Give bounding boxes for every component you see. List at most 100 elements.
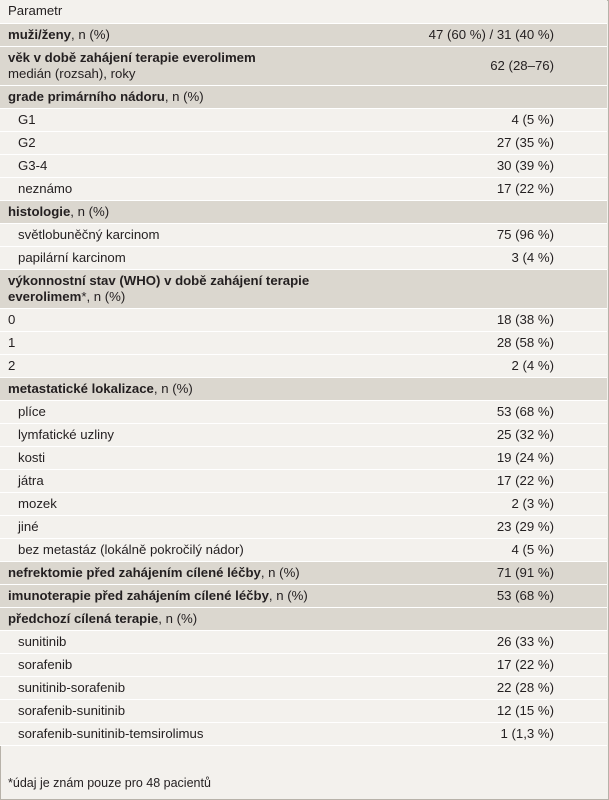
- row-value: 19 (24 %): [400, 446, 608, 470]
- row-label-bold-2: everolimem: [8, 288, 82, 304]
- row-label: předchozí cílená terapie, n (%): [0, 607, 400, 631]
- row-label-text: bez metastáz (lokálně pokročilý nádor): [18, 541, 244, 557]
- row-value: 25 (32 %): [400, 423, 608, 447]
- row-label-unit: , n (%): [164, 88, 204, 104]
- row-value: 1 (1,3 %): [400, 722, 608, 746]
- row-value: 4 (5 %): [400, 538, 608, 562]
- row-label-text: játra: [18, 472, 44, 488]
- table-row: játra 17 (22 %): [0, 469, 608, 493]
- table-row: kosti 19 (24 %): [0, 446, 608, 470]
- row-label-line2: medián (rozsah), roky: [8, 65, 136, 81]
- row-label: nefrektomie před zahájením cílené léčby,…: [0, 561, 400, 585]
- row-value: 53 (68 %): [400, 584, 608, 608]
- row-label: kosti: [0, 446, 400, 470]
- row-label: výkonnostní stav (WHO) v době zahájení t…: [0, 269, 400, 309]
- table-row: G3-4 30 (39 %): [0, 154, 608, 178]
- row-label: metastatické lokalizace, n (%): [0, 377, 400, 401]
- row-value: [400, 200, 608, 224]
- table-row: jiné 23 (29 %): [0, 515, 608, 539]
- row-label: bez metastáz (lokálně pokročilý nádor): [0, 538, 400, 562]
- row-value: [400, 377, 608, 401]
- row-label-unit: , n (%): [153, 380, 193, 396]
- section-row: metastatické lokalizace, n (%): [0, 377, 608, 401]
- row-label: G3-4: [0, 154, 400, 178]
- row-label-text: plíce: [18, 403, 46, 419]
- table-row: bez metastáz (lokálně pokročilý nádor) 4 …: [0, 538, 608, 562]
- row-value: 28 (58 %): [400, 331, 608, 355]
- table-row: sorafenib 17 (22 %): [0, 653, 608, 677]
- section-row: předchozí cílená terapie, n (%): [0, 607, 608, 631]
- table-row: lymfatické uzliny 25 (32 %): [0, 423, 608, 447]
- header-cell: Parametr: [0, 0, 608, 24]
- row-label-text: sorafenib: [18, 656, 73, 672]
- row-label-bold: výkonnostní stav (WHO) v době zahájení t…: [8, 272, 310, 288]
- row-label-text: G1: [18, 111, 36, 127]
- row-label-unit: *, n (%): [81, 288, 126, 304]
- row-value: 12 (15 %): [400, 699, 608, 723]
- section-row: grade primárního nádoru, n (%): [0, 85, 608, 109]
- footnote: *údaj je znám pouze pro 48 pacientů: [8, 776, 211, 790]
- row-label: neznámo: [0, 177, 400, 201]
- row-label: lymfatické uzliny: [0, 423, 400, 447]
- row-value: 2 (3 %): [400, 492, 608, 516]
- row-label-unit: , n (%): [260, 564, 300, 580]
- patient-characteristics-table: Parametr muži/ženy, n (%) 47 (60 %) / 31 (…: [0, 0, 608, 746]
- row-label-text: lymfatické uzliny: [18, 426, 115, 442]
- row-value: [400, 85, 608, 109]
- table-row: G2 27 (35 %): [0, 131, 608, 155]
- section-row: nefrektomie před zahájením cílené léčby,…: [0, 561, 608, 585]
- row-label-text: kosti: [18, 449, 46, 465]
- row-value: 4 (5 %): [400, 108, 608, 132]
- row-label: sorafenib-sunitinib-temsirolimus: [0, 722, 400, 746]
- row-value: 17 (22 %): [400, 177, 608, 201]
- row-value: 27 (35 %): [400, 131, 608, 155]
- row-value: 30 (39 %): [400, 154, 608, 178]
- row-label-text: papilární karcinom: [18, 249, 126, 265]
- section-row: věk v době zahájení terapie everolimem me…: [0, 46, 608, 86]
- row-value: 75 (96 %): [400, 223, 608, 247]
- table-row: papilární karcinom 3 (4 %): [0, 246, 608, 270]
- row-label-unit: , n (%): [71, 26, 110, 42]
- table-row: světlobuněčný karcinom 75 (96 %): [0, 223, 608, 247]
- row-value: 47 (60 %) / 31 (40 %): [400, 23, 608, 47]
- table-row: 0 18 (38 %): [0, 308, 608, 332]
- row-label: G1: [0, 108, 400, 132]
- row-label: sorafenib-sunitinib: [0, 699, 400, 723]
- row-label: 2: [0, 354, 400, 378]
- row-value: 26 (33 %): [400, 630, 608, 654]
- row-value: 71 (91 %): [400, 561, 608, 585]
- section-row: histologie, n (%): [0, 200, 608, 224]
- row-label-text: 2: [8, 357, 16, 373]
- row-label: grade primárního nádoru, n (%): [0, 85, 400, 109]
- row-label-text: mozek: [18, 495, 57, 511]
- row-label: plíce: [0, 400, 400, 424]
- row-label: játra: [0, 469, 400, 493]
- row-label: sorafenib: [0, 653, 400, 677]
- table-row: 1 28 (58 %): [0, 331, 608, 355]
- row-label-text: sunitinib-sorafenib: [18, 679, 126, 695]
- row-label-text: jiné: [18, 518, 39, 534]
- row-label: imunoterapie před zahájením cílené léčby…: [0, 584, 400, 608]
- row-label: sunitinib: [0, 630, 400, 654]
- table-row: mozek 2 (3 %): [0, 492, 608, 516]
- row-label-bold: imunoterapie před zahájením cílené léčby: [8, 587, 269, 603]
- row-label: G2: [0, 131, 400, 155]
- row-label: světlobuněčný karcinom: [0, 223, 400, 247]
- table-row: sorafenib-sunitinib-temsirolimus 1 (1,3 %…: [0, 722, 608, 746]
- row-label-bold: věk v době zahájení terapie everolimem: [8, 49, 256, 65]
- row-label-bold: nefrektomie před zahájením cílené léčby: [8, 564, 261, 580]
- table-row: neznámo 17 (22 %): [0, 177, 608, 201]
- row-label-text: neznámo: [18, 180, 73, 196]
- table-row: plíce 53 (68 %): [0, 400, 608, 424]
- row-label: mozek: [0, 492, 400, 516]
- row-value: 22 (28 %): [400, 676, 608, 700]
- row-value: 17 (22 %): [400, 653, 608, 677]
- row-label-text: 0: [8, 311, 16, 327]
- row-value: 3 (4 %): [400, 246, 608, 270]
- row-label-bold: předchozí cílená terapie: [8, 610, 159, 626]
- row-label-text: sorafenib-sunitinib: [18, 702, 126, 718]
- row-label-unit: , n (%): [268, 587, 308, 603]
- row-label-unit: , n (%): [158, 610, 198, 626]
- row-value: [400, 269, 608, 309]
- row-label: 1: [0, 331, 400, 355]
